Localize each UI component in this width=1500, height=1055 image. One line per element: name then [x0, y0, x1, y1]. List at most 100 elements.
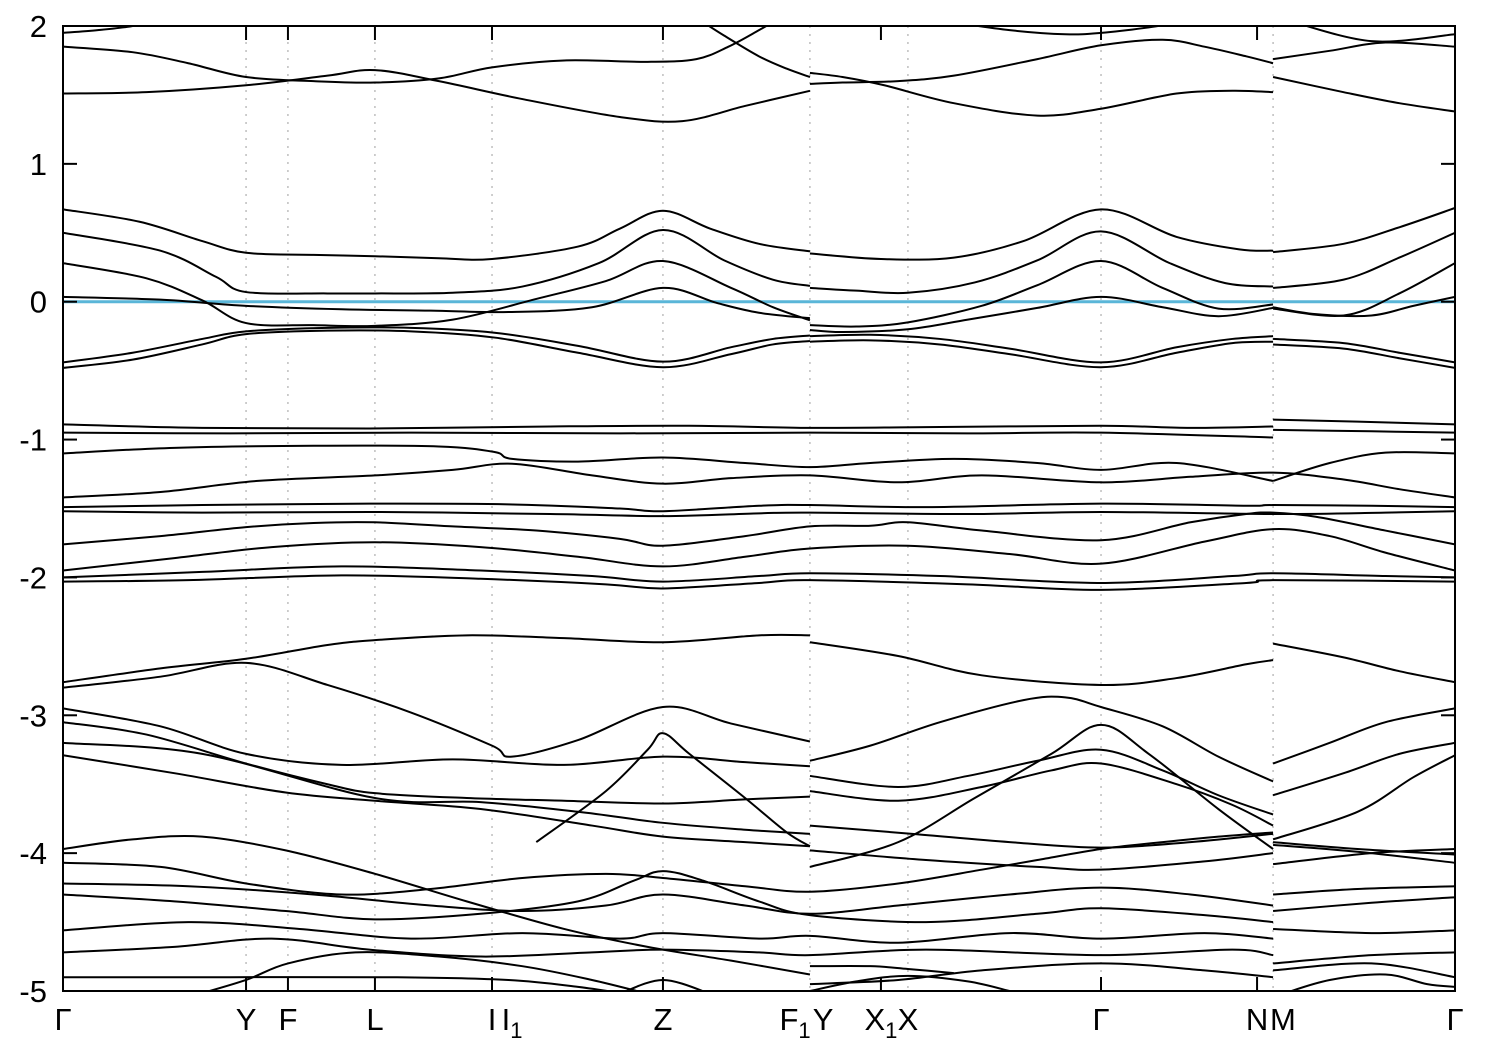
band-line	[63, 462, 1455, 499]
band-line	[1273, 343, 1455, 369]
band-line	[63, 721, 810, 805]
band-line	[1273, 927, 1455, 935]
band-line	[63, 229, 811, 295]
band-line	[809, 641, 1274, 686]
k-point-label: Y	[236, 1002, 257, 1037]
band-line	[809, 295, 1274, 334]
band-line	[1272, 295, 1455, 318]
y-tick-label: 1	[30, 147, 47, 182]
band-line	[205, 951, 641, 991]
band-line	[809, 762, 1274, 827]
band-line	[809, 849, 1274, 871]
band-line	[63, 26, 769, 84]
y-tick-label: -5	[19, 974, 47, 1009]
y-tick-label: 0	[30, 285, 47, 320]
band-line	[809, 230, 1274, 295]
band-line	[63, 26, 138, 34]
band-line	[1272, 207, 1455, 254]
band-line	[63, 326, 811, 364]
band-line	[1272, 841, 1455, 856]
y-tick-label: -1	[19, 423, 47, 458]
k-point-label: F	[278, 1002, 297, 1037]
k-point-label: I	[488, 1002, 497, 1037]
band-line	[63, 754, 811, 848]
k-point-label: Y	[813, 1002, 834, 1037]
band-line	[1273, 885, 1455, 896]
band-line	[1272, 231, 1455, 289]
k-point-label: I1	[502, 1002, 523, 1043]
band-line	[809, 748, 1274, 816]
band-line	[63, 707, 811, 768]
band-line	[707, 26, 811, 78]
band-line	[63, 831, 1274, 896]
band-line	[1272, 951, 1455, 965]
k-point-label: X	[898, 1002, 919, 1037]
band-line	[63, 502, 1455, 513]
band-line	[809, 339, 1274, 369]
band-line	[63, 528, 1455, 572]
band-line	[1272, 262, 1455, 317]
band-line	[63, 260, 811, 328]
band-line	[1272, 41, 1455, 61]
band-line	[1273, 337, 1455, 364]
band-line	[1272, 754, 1455, 841]
band-line	[63, 976, 614, 991]
band-line	[63, 741, 811, 835]
band-line	[63, 68, 811, 123]
band-line	[63, 511, 1455, 547]
band-line	[809, 71, 1274, 117]
band-line	[809, 964, 954, 975]
band-line	[63, 286, 811, 320]
band-line	[809, 974, 1010, 991]
k-point-label: L	[366, 1002, 383, 1037]
band-line	[63, 633, 810, 684]
band-line	[1272, 962, 1455, 979]
band-line	[1273, 418, 1455, 426]
y-tick-label: -2	[19, 560, 47, 595]
band-line	[63, 574, 1455, 591]
k-point-label: N	[1246, 1002, 1268, 1037]
band-line	[63, 882, 1274, 915]
y-tick-label: -3	[19, 698, 47, 733]
band-line	[1273, 428, 1455, 434]
band-line	[1272, 741, 1455, 797]
band-line	[63, 870, 1274, 924]
band-line	[63, 510, 1455, 518]
band-line	[1272, 642, 1455, 684]
band-line	[63, 834, 811, 976]
band-line	[63, 431, 1274, 439]
k-point-label: Γ	[1092, 1002, 1109, 1037]
k-point-label: Z	[653, 1002, 672, 1037]
k-point-label: X1	[864, 1002, 897, 1043]
k-point-label: Γ	[54, 1002, 71, 1037]
band-line	[1272, 707, 1455, 765]
band-line	[63, 423, 1274, 430]
band-line	[63, 921, 1274, 944]
band-line	[809, 962, 1274, 986]
k-point-label: F1	[779, 1002, 810, 1043]
band-line	[1303, 26, 1455, 43]
band-line	[63, 937, 1274, 958]
band-line	[1272, 451, 1455, 482]
band-line	[1272, 896, 1455, 913]
band-line	[1272, 848, 1455, 866]
plot-border	[62, 25, 1456, 992]
band-line	[809, 333, 1274, 364]
band-line	[809, 38, 1274, 85]
band-line	[1288, 973, 1455, 991]
band-line	[809, 723, 1274, 868]
k-point-label: Γ	[1446, 1002, 1463, 1037]
band-line	[63, 329, 811, 369]
band-line	[1272, 843, 1455, 864]
band-line	[63, 444, 1274, 482]
band-line	[970, 26, 1165, 36]
band-line	[63, 565, 1455, 584]
band-line	[809, 695, 1274, 783]
bands-group	[63, 26, 1455, 991]
k-point-label: M	[1270, 1002, 1296, 1037]
band-line	[63, 208, 811, 261]
band-line	[535, 732, 811, 848]
band-line	[809, 824, 1274, 849]
